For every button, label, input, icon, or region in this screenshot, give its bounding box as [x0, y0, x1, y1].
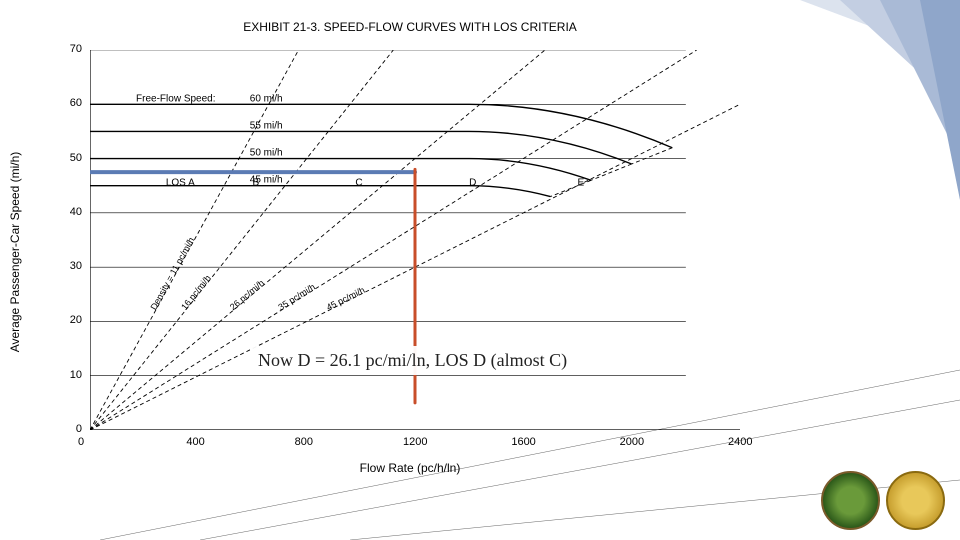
svg-text:LOS A: LOS A	[166, 178, 195, 189]
y-tick-label: 40	[70, 206, 82, 218]
svg-text:16 pc/mi/h: 16 pc/mi/h	[179, 273, 213, 312]
y-tick-label: 20	[70, 314, 82, 326]
x-tick-label: 400	[186, 436, 204, 448]
result-annotation: Now D = 26.1 pc/mi/ln, LOS D (almost C)	[250, 346, 575, 375]
logo-gold-seal	[886, 471, 945, 530]
x-tick-label: 2000	[620, 436, 644, 448]
x-axis-label: Flow Rate (pc/h/ln)	[360, 461, 461, 475]
y-tick-label: 30	[70, 260, 82, 272]
svg-text:E: E	[578, 178, 585, 189]
y-tick-label: 50	[70, 152, 82, 164]
svg-text:C: C	[355, 178, 362, 189]
x-tick-label: 1600	[511, 436, 535, 448]
y-tick-label: 0	[76, 423, 82, 435]
svg-text:D: D	[469, 178, 476, 189]
x-tick-label: 2400	[728, 436, 752, 448]
x-tick-label: 1200	[403, 436, 427, 448]
svg-text:55 mi/h: 55 mi/h	[250, 120, 283, 131]
y-tick-label: 10	[70, 369, 82, 381]
svg-text:Free-Flow Speed:: Free-Flow Speed:	[136, 93, 215, 104]
y-axis-label: Average Passenger-Car Speed (mi/h)	[8, 152, 22, 353]
y-tick-label: 60	[70, 97, 82, 109]
svg-text:35 pc/mi/h: 35 pc/mi/h	[276, 282, 317, 313]
svg-text:45 pc/mi/h: 45 pc/mi/h	[325, 285, 367, 313]
logo-green-seal	[821, 471, 880, 530]
svg-text:50 mi/h: 50 mi/h	[250, 148, 283, 159]
y-tick-label: 70	[70, 43, 82, 55]
svg-text:60 mi/h: 60 mi/h	[250, 93, 283, 104]
chart-title: EXHIBIT 21-3. SPEED-FLOW CURVES WITH LOS…	[243, 20, 577, 34]
chart-container: EXHIBIT 21-3. SPEED-FLOW CURVES WITH LOS…	[60, 20, 760, 470]
x-tick-label: 800	[295, 436, 313, 448]
svg-text:B: B	[253, 178, 260, 189]
x-tick-label: 0	[78, 436, 84, 448]
svg-text:26 pc/mi/h: 26 pc/mi/h	[228, 278, 266, 312]
